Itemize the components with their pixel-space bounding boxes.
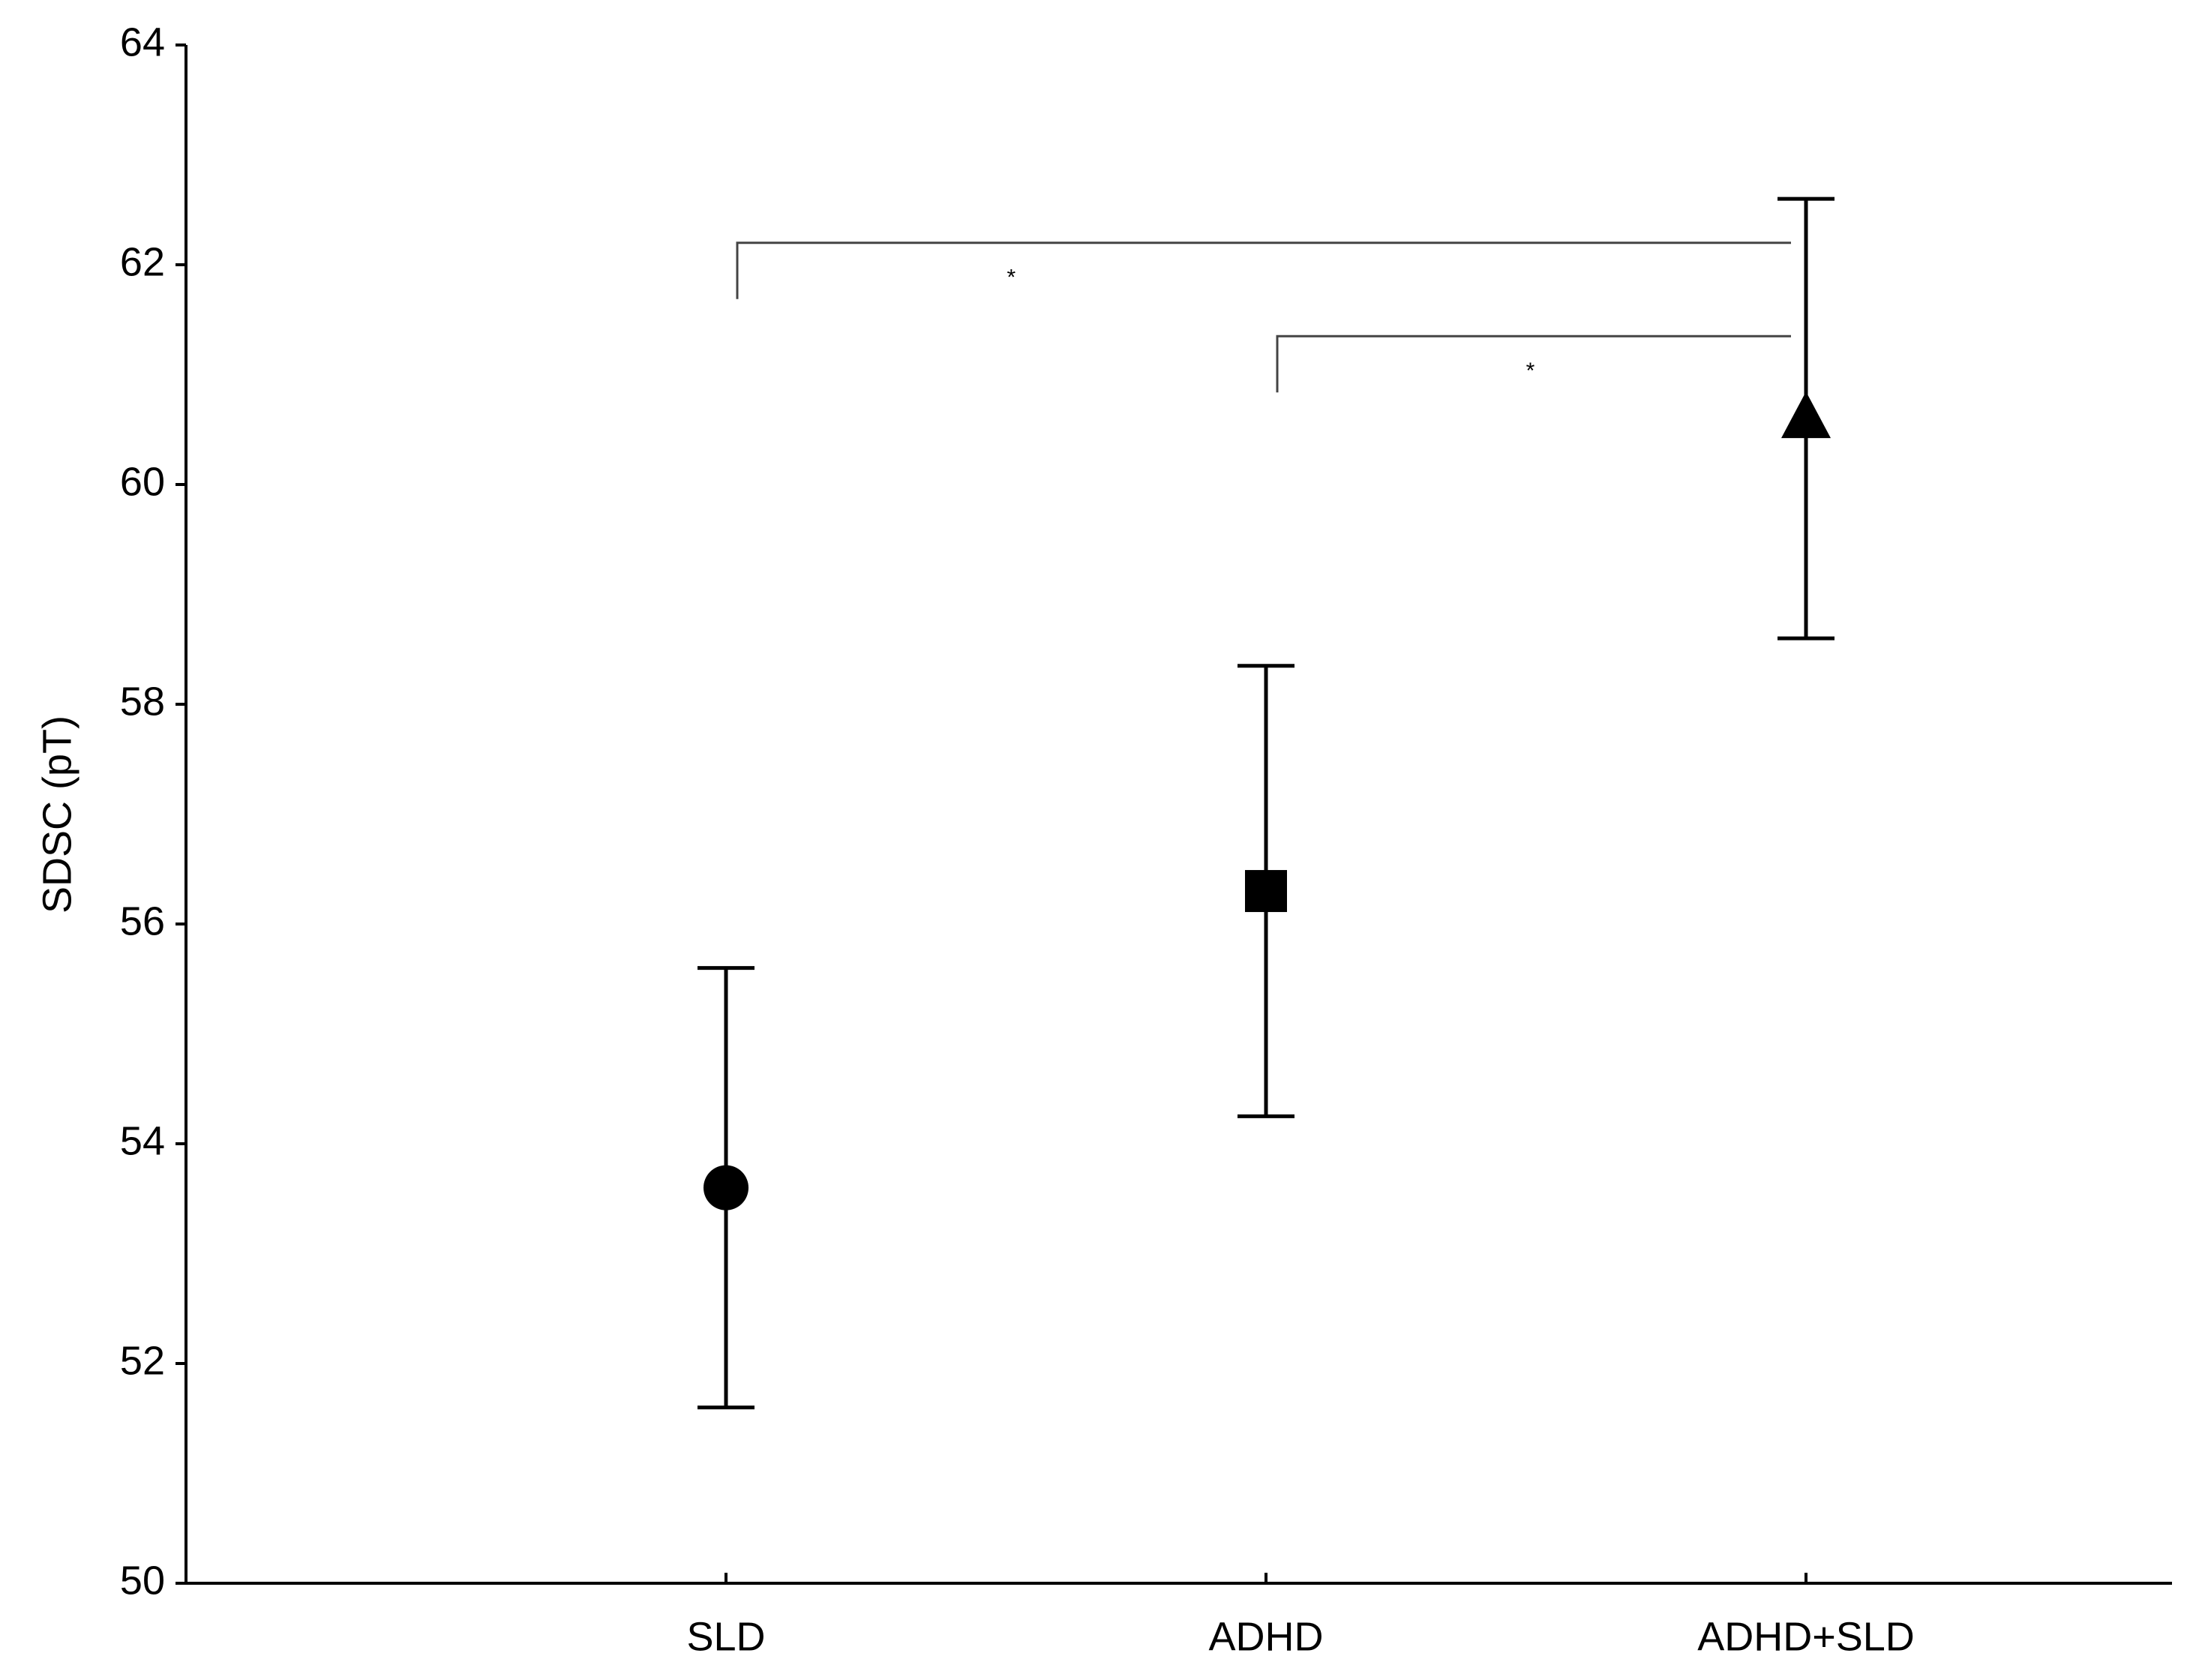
significance-star: * [1526,358,1535,383]
y-tick-label: 56 [120,898,165,944]
significance-star: * [1006,266,1016,290]
y-axis-label: SDSC (pT) [34,716,80,914]
significance-bracket [736,242,1791,299]
significance-bracket [1276,334,1791,393]
y-tick-label: 54 [120,1118,165,1163]
y-tick-label: 52 [120,1338,165,1383]
y-tick-label: 50 [120,1558,165,1603]
marker [1781,392,1831,439]
y-tick-label: 58 [120,679,165,724]
marker [704,1165,748,1210]
y-tick-label: 60 [120,459,165,504]
y-tick-label: 62 [120,239,165,284]
marker [1245,870,1287,913]
x-tick-label: ADHD+SLD [1697,1614,1915,1659]
x-tick-label: SLD [686,1614,765,1659]
y-tick-label: 64 [120,20,165,64]
x-tick-label: ADHD [1208,1614,1323,1659]
